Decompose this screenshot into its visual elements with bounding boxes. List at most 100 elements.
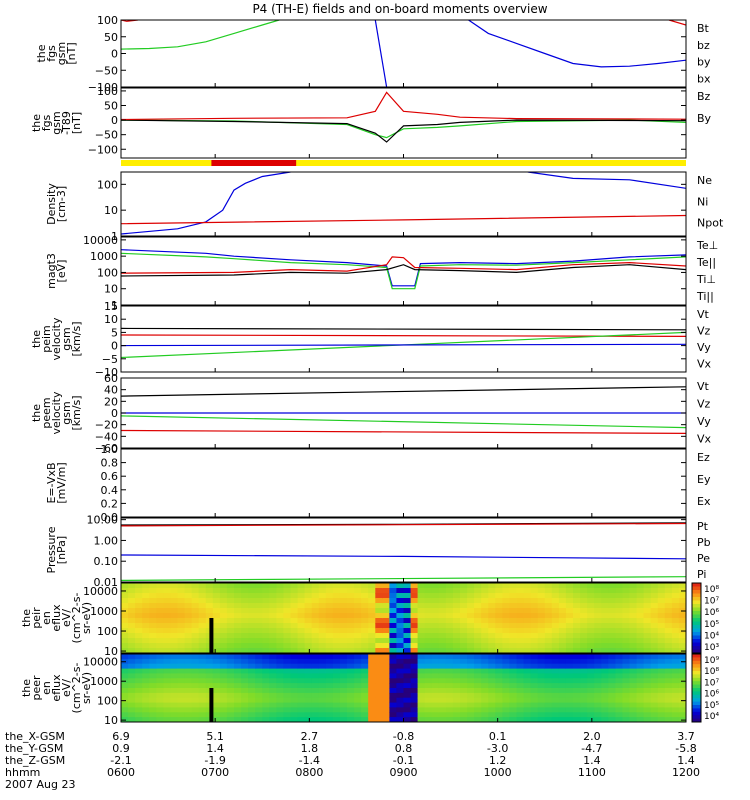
heatmap-cell [629,717,638,722]
heatmap-cell [445,663,454,670]
heatmap-cell [297,613,306,619]
heatmap-cell [191,707,200,713]
heatmap-cell [389,633,398,639]
heatmap-cell [431,628,440,634]
heatmap-cell [241,648,249,653]
heatmap-cell [297,603,306,609]
heatmap-cell [318,658,327,665]
heatmap-cell [170,603,179,609]
heatmap-cell [361,702,369,709]
heatmap-cell [332,707,341,713]
heatmap-cell [438,668,447,675]
heatmap-cell [339,618,348,624]
y-tick-label: 1.00 [94,534,119,547]
heatmap-cell [311,623,320,629]
heatmap-cell [382,712,390,718]
heatmap-cell [304,588,313,594]
panel-frame [120,171,687,237]
heatmap-cell [551,673,560,679]
heatmap-cell [431,692,440,699]
heatmap-cell [594,623,602,629]
heatmap-cell [467,603,475,609]
heatmap-cell [304,613,313,619]
heatmap-cell [565,688,574,694]
heatmap-cell [615,673,624,679]
heatmap-cell [396,583,405,589]
heatmap-cell [262,643,270,649]
heatmap-cell [347,663,355,670]
heatmap-cell [325,702,334,709]
heatmap-cell [565,707,574,713]
heatmap-cell [149,663,157,670]
heatmap-cell [290,643,299,649]
heatmap-cell [544,583,553,589]
heatmap-cell [622,598,631,604]
heatmap-cell [283,608,292,614]
heatmap-cell [495,583,503,589]
heatmap-cell [544,712,553,718]
series-line [374,20,388,87]
heatmap-cell [516,692,525,699]
y-tick-label: 1000 [90,605,118,618]
heatmap-cell [198,638,207,644]
heatmap-cell [248,618,256,624]
heatmap-cell [382,702,390,709]
heatmap-cell [643,608,652,614]
heatmap-cell [276,692,285,699]
heatmap-cell [255,658,263,665]
heatmap-cell [149,678,157,684]
heatmap-cell [636,678,645,684]
heatmap-cell [375,712,383,718]
heatmap-cell [516,673,525,679]
y-tick-label: 0.4 [101,484,119,497]
heatmap-cell [495,658,503,665]
heatmap-cell [163,697,172,704]
heatmap-cell [565,678,574,684]
heatmap-cell [509,633,518,639]
heatmap-cell [170,678,179,684]
heatmap-cell [177,608,186,614]
heatmap-cell [226,628,235,634]
heatmap-cell [573,692,581,699]
heatmap-cell [219,588,228,594]
heatmap-cell [650,678,659,684]
heatmap-cell [643,663,652,670]
heatmap-cell [248,588,256,594]
heatmap-cell [495,638,503,644]
heatmap-cell [580,702,588,709]
legend-label: bz [697,39,710,52]
heatmap-cell [234,598,242,604]
heatmap-cell [226,648,235,653]
heatmap-cell [212,638,221,644]
heatmap-cell [565,643,574,649]
heatmap-cell [417,673,426,679]
heatmap-cell [128,678,136,684]
heatmap-cell [573,702,581,709]
status-bar [121,160,686,166]
y-tick-label: 0.6 [101,470,119,483]
heatmap-cell [629,712,638,718]
heatmap-cell [601,683,609,689]
heatmap-cell [241,658,249,665]
heatmap-cell [184,588,193,594]
heatmap-cell [615,593,624,599]
heatmap-cell [368,692,376,699]
heatmap-cell [184,628,193,634]
heatmap-cell [128,692,136,699]
heatmap-cell [544,692,553,699]
heatmap-cell [530,598,539,604]
heatmap-cell [318,638,327,644]
heatmap-cell [219,717,228,722]
heatmap-cell [438,628,447,634]
heatmap-cell [657,663,666,670]
heatmap-cell [142,663,150,670]
heatmap-cell [608,593,616,599]
heatmap-cell [219,648,228,653]
heatmap-cell [622,717,631,722]
heatmap-cell [262,638,270,644]
heatmap-cell [410,697,419,704]
y-tick-label: 50 [104,100,118,113]
y-axis-label-line: the [20,679,33,697]
heatmap-cell [198,603,207,609]
y-tick-label: −10 [95,366,118,379]
